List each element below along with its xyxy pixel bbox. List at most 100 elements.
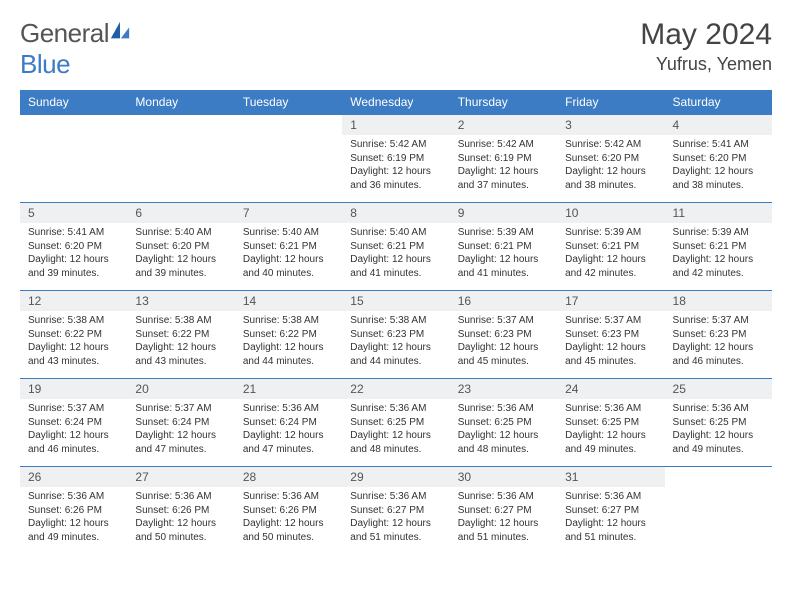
- calendar-row: 5Sunrise: 5:41 AMSunset: 6:20 PMDaylight…: [20, 203, 772, 291]
- day-details: Sunrise: 5:39 AMSunset: 6:21 PMDaylight:…: [450, 223, 557, 284]
- calendar-cell: 23Sunrise: 5:36 AMSunset: 6:25 PMDayligh…: [450, 379, 557, 467]
- calendar-row: 12Sunrise: 5:38 AMSunset: 6:22 PMDayligh…: [20, 291, 772, 379]
- header: General Blue May 2024 Yufrus, Yemen: [20, 18, 772, 80]
- day-number: 4: [665, 115, 772, 135]
- day-number: 5: [20, 203, 127, 223]
- day-number: 8: [342, 203, 449, 223]
- brand-part2: Blue: [20, 49, 70, 79]
- calendar-cell: [235, 115, 342, 203]
- calendar-cell: 8Sunrise: 5:40 AMSunset: 6:21 PMDaylight…: [342, 203, 449, 291]
- day-number: 29: [342, 467, 449, 487]
- day-number: 15: [342, 291, 449, 311]
- day-number: 14: [235, 291, 342, 311]
- day-details: Sunrise: 5:36 AMSunset: 6:26 PMDaylight:…: [127, 487, 234, 548]
- day-details: Sunrise: 5:38 AMSunset: 6:22 PMDaylight:…: [235, 311, 342, 372]
- calendar-cell: 27Sunrise: 5:36 AMSunset: 6:26 PMDayligh…: [127, 467, 234, 555]
- day-details: Sunrise: 5:38 AMSunset: 6:23 PMDaylight:…: [342, 311, 449, 372]
- day-details: Sunrise: 5:41 AMSunset: 6:20 PMDaylight:…: [20, 223, 127, 284]
- calendar-cell: 14Sunrise: 5:38 AMSunset: 6:22 PMDayligh…: [235, 291, 342, 379]
- calendar-cell: [127, 115, 234, 203]
- calendar-cell: 15Sunrise: 5:38 AMSunset: 6:23 PMDayligh…: [342, 291, 449, 379]
- calendar-cell: 13Sunrise: 5:38 AMSunset: 6:22 PMDayligh…: [127, 291, 234, 379]
- calendar-cell: 25Sunrise: 5:36 AMSunset: 6:25 PMDayligh…: [665, 379, 772, 467]
- calendar-cell: 24Sunrise: 5:36 AMSunset: 6:25 PMDayligh…: [557, 379, 664, 467]
- day-number: 31: [557, 467, 664, 487]
- day-number: 2: [450, 115, 557, 135]
- day-details: Sunrise: 5:36 AMSunset: 6:25 PMDaylight:…: [665, 399, 772, 460]
- day-details: Sunrise: 5:42 AMSunset: 6:20 PMDaylight:…: [557, 135, 664, 196]
- day-details: Sunrise: 5:37 AMSunset: 6:24 PMDaylight:…: [20, 399, 127, 460]
- calendar-cell: 18Sunrise: 5:37 AMSunset: 6:23 PMDayligh…: [665, 291, 772, 379]
- day-number: 27: [127, 467, 234, 487]
- brand-logo: General Blue: [20, 18, 131, 80]
- calendar-cell: 2Sunrise: 5:42 AMSunset: 6:19 PMDaylight…: [450, 115, 557, 203]
- calendar-cell: 3Sunrise: 5:42 AMSunset: 6:20 PMDaylight…: [557, 115, 664, 203]
- calendar-cell: 11Sunrise: 5:39 AMSunset: 6:21 PMDayligh…: [665, 203, 772, 291]
- calendar-cell: 17Sunrise: 5:37 AMSunset: 6:23 PMDayligh…: [557, 291, 664, 379]
- brand-part1: General: [20, 18, 109, 48]
- weekday-header: Thursday: [450, 90, 557, 115]
- weekday-header: Friday: [557, 90, 664, 115]
- day-number: 20: [127, 379, 234, 399]
- day-details: Sunrise: 5:40 AMSunset: 6:21 PMDaylight:…: [235, 223, 342, 284]
- calendar-cell: 19Sunrise: 5:37 AMSunset: 6:24 PMDayligh…: [20, 379, 127, 467]
- calendar-cell: 20Sunrise: 5:37 AMSunset: 6:24 PMDayligh…: [127, 379, 234, 467]
- day-number: 18: [665, 291, 772, 311]
- day-details: Sunrise: 5:38 AMSunset: 6:22 PMDaylight:…: [20, 311, 127, 372]
- day-number: 23: [450, 379, 557, 399]
- calendar-cell: 7Sunrise: 5:40 AMSunset: 6:21 PMDaylight…: [235, 203, 342, 291]
- brand-text: General Blue: [20, 18, 131, 80]
- calendar-cell: 29Sunrise: 5:36 AMSunset: 6:27 PMDayligh…: [342, 467, 449, 555]
- location: Yufrus, Yemen: [640, 54, 772, 75]
- calendar-header-row: SundayMondayTuesdayWednesdayThursdayFrid…: [20, 90, 772, 115]
- day-details: Sunrise: 5:40 AMSunset: 6:20 PMDaylight:…: [127, 223, 234, 284]
- calendar-row: 26Sunrise: 5:36 AMSunset: 6:26 PMDayligh…: [20, 467, 772, 555]
- calendar-cell: 26Sunrise: 5:36 AMSunset: 6:26 PMDayligh…: [20, 467, 127, 555]
- title-block: May 2024 Yufrus, Yemen: [640, 18, 772, 75]
- day-number: 30: [450, 467, 557, 487]
- day-number: 22: [342, 379, 449, 399]
- calendar-cell: 9Sunrise: 5:39 AMSunset: 6:21 PMDaylight…: [450, 203, 557, 291]
- day-details: Sunrise: 5:36 AMSunset: 6:25 PMDaylight:…: [450, 399, 557, 460]
- day-details: Sunrise: 5:37 AMSunset: 6:23 PMDaylight:…: [557, 311, 664, 372]
- day-details: Sunrise: 5:36 AMSunset: 6:27 PMDaylight:…: [557, 487, 664, 548]
- calendar-cell: 31Sunrise: 5:36 AMSunset: 6:27 PMDayligh…: [557, 467, 664, 555]
- day-details: Sunrise: 5:37 AMSunset: 6:23 PMDaylight:…: [665, 311, 772, 372]
- calendar-cell: 6Sunrise: 5:40 AMSunset: 6:20 PMDaylight…: [127, 203, 234, 291]
- day-number: 11: [665, 203, 772, 223]
- weekday-header: Wednesday: [342, 90, 449, 115]
- day-details: Sunrise: 5:36 AMSunset: 6:27 PMDaylight:…: [342, 487, 449, 548]
- calendar-row: 19Sunrise: 5:37 AMSunset: 6:24 PMDayligh…: [20, 379, 772, 467]
- calendar-body: 1Sunrise: 5:42 AMSunset: 6:19 PMDaylight…: [20, 115, 772, 555]
- calendar-cell: [20, 115, 127, 203]
- day-details: Sunrise: 5:42 AMSunset: 6:19 PMDaylight:…: [342, 135, 449, 196]
- calendar-table: SundayMondayTuesdayWednesdayThursdayFrid…: [20, 90, 772, 555]
- calendar-row: 1Sunrise: 5:42 AMSunset: 6:19 PMDaylight…: [20, 115, 772, 203]
- day-number: 13: [127, 291, 234, 311]
- calendar-cell: 4Sunrise: 5:41 AMSunset: 6:20 PMDaylight…: [665, 115, 772, 203]
- day-number: 1: [342, 115, 449, 135]
- day-number: 12: [20, 291, 127, 311]
- day-number: 3: [557, 115, 664, 135]
- day-number: 19: [20, 379, 127, 399]
- calendar-cell: 22Sunrise: 5:36 AMSunset: 6:25 PMDayligh…: [342, 379, 449, 467]
- calendar-cell: 12Sunrise: 5:38 AMSunset: 6:22 PMDayligh…: [20, 291, 127, 379]
- calendar-cell: 30Sunrise: 5:36 AMSunset: 6:27 PMDayligh…: [450, 467, 557, 555]
- day-number: 6: [127, 203, 234, 223]
- day-details: Sunrise: 5:36 AMSunset: 6:27 PMDaylight:…: [450, 487, 557, 548]
- month-title: May 2024: [640, 18, 772, 52]
- day-details: Sunrise: 5:39 AMSunset: 6:21 PMDaylight:…: [557, 223, 664, 284]
- day-number: 7: [235, 203, 342, 223]
- day-number: 25: [665, 379, 772, 399]
- day-number: 26: [20, 467, 127, 487]
- day-details: Sunrise: 5:36 AMSunset: 6:26 PMDaylight:…: [235, 487, 342, 548]
- calendar-cell: 16Sunrise: 5:37 AMSunset: 6:23 PMDayligh…: [450, 291, 557, 379]
- day-number: 28: [235, 467, 342, 487]
- day-details: Sunrise: 5:36 AMSunset: 6:26 PMDaylight:…: [20, 487, 127, 548]
- day-details: Sunrise: 5:38 AMSunset: 6:22 PMDaylight:…: [127, 311, 234, 372]
- sail-icon: [109, 20, 131, 42]
- day-number: 9: [450, 203, 557, 223]
- calendar-cell: 21Sunrise: 5:36 AMSunset: 6:24 PMDayligh…: [235, 379, 342, 467]
- weekday-header: Monday: [127, 90, 234, 115]
- day-number: 16: [450, 291, 557, 311]
